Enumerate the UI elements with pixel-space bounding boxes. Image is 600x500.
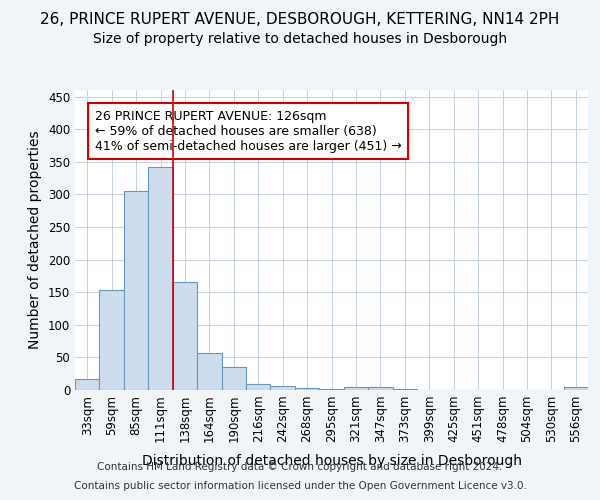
Bar [197,353,221,390]
Bar [221,367,246,390]
Bar [173,282,197,390]
Text: Contains HM Land Registry data © Crown copyright and database right 2024.: Contains HM Land Registry data © Crown c… [97,462,503,472]
Bar [148,167,173,390]
Y-axis label: Number of detached properties: Number of detached properties [28,130,43,350]
Text: Contains public sector information licensed under the Open Government Licence v3: Contains public sector information licen… [74,481,526,491]
Bar [563,388,588,390]
Bar [246,384,271,390]
Text: Size of property relative to detached houses in Desborough: Size of property relative to detached ho… [93,32,507,46]
Bar [344,386,368,390]
Bar [271,386,295,390]
X-axis label: Distribution of detached houses by size in Desborough: Distribution of detached houses by size … [142,454,521,468]
Bar [100,290,124,390]
Bar [124,191,148,390]
Text: 26, PRINCE RUPERT AVENUE, DESBOROUGH, KETTERING, NN14 2PH: 26, PRINCE RUPERT AVENUE, DESBOROUGH, KE… [40,12,560,28]
Bar [295,388,319,390]
Bar [75,379,100,390]
Text: 26 PRINCE RUPERT AVENUE: 126sqm
← 59% of detached houses are smaller (638)
41% o: 26 PRINCE RUPERT AVENUE: 126sqm ← 59% of… [95,110,401,152]
Bar [368,386,392,390]
